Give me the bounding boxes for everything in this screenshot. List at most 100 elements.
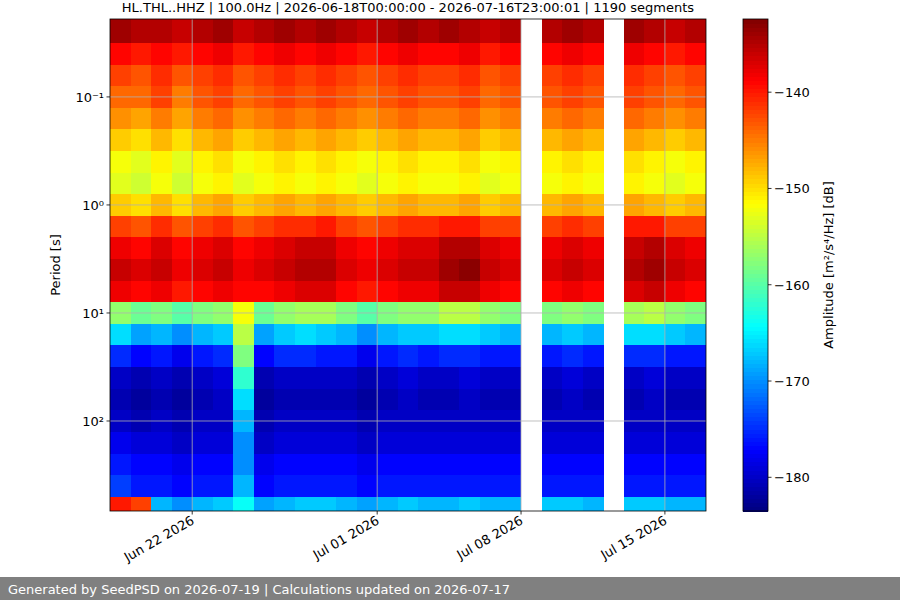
cell: [459, 432, 480, 454]
colorbar-slice: [743, 240, 768, 245]
cell: [151, 497, 172, 511]
cell: [172, 108, 193, 130]
cell: [110, 454, 131, 476]
x-tick: [664, 511, 665, 515]
cell: [172, 259, 193, 281]
cell: [295, 497, 316, 511]
cell: [213, 259, 234, 281]
grid-line-x: [377, 19, 378, 511]
cell: [562, 432, 583, 454]
cell: [192, 281, 213, 303]
colorbar-slice: [743, 89, 768, 94]
cell: [500, 324, 521, 346]
grid-line-x: [664, 19, 665, 511]
cell: [213, 345, 234, 367]
cell: [213, 129, 234, 151]
cell: [336, 367, 357, 389]
cell: [295, 43, 316, 65]
cell: [624, 324, 645, 346]
cell: [583, 432, 604, 454]
cell: [418, 151, 439, 173]
cell: [357, 345, 378, 367]
colorbar-slice: [743, 224, 768, 229]
cell: [542, 454, 563, 476]
colorbar-slice: [743, 117, 768, 122]
cell: [562, 151, 583, 173]
cell: [316, 43, 337, 65]
colorbar-slice: [743, 105, 768, 110]
cell: [295, 281, 316, 303]
cell: [110, 65, 131, 87]
cell: [254, 216, 275, 238]
x-tick-label: Jul 01 2026: [310, 513, 382, 563]
cell: [500, 432, 521, 454]
colorbar-slice: [743, 437, 768, 442]
cell: [644, 389, 665, 411]
cell: [316, 324, 337, 346]
footer-bar: [0, 577, 900, 600]
cell: [418, 259, 439, 281]
colorbar-slice: [743, 142, 768, 147]
cell: [459, 129, 480, 151]
cell: [418, 367, 439, 389]
cell: [172, 281, 193, 303]
cell: [562, 497, 583, 511]
cell: [644, 367, 665, 389]
colorbar-slice: [743, 486, 768, 491]
cell: [336, 19, 357, 43]
grid-line-y: [110, 96, 706, 97]
cell: [131, 389, 152, 411]
title: HL.THL..HHZ | 100.0Hz | 2026-06-18T00:00…: [122, 0, 695, 15]
cell: [131, 281, 152, 303]
cell: [295, 475, 316, 497]
cell: [254, 129, 275, 151]
cell: [542, 432, 563, 454]
cell: [377, 43, 398, 65]
cell: [151, 43, 172, 65]
x-tick-label: Jul 15 2026: [597, 513, 669, 563]
cell: [542, 367, 563, 389]
cell: [151, 216, 172, 238]
cell: [377, 65, 398, 87]
cell: [377, 259, 398, 281]
colorbar-slice: [743, 35, 768, 40]
cell: [172, 475, 193, 497]
cell: [213, 108, 234, 130]
grid-line-y: [110, 312, 706, 313]
colorbar-slice: [743, 212, 768, 217]
cell: [295, 151, 316, 173]
cell: [542, 324, 563, 346]
cell: [439, 497, 460, 511]
cell: [542, 19, 563, 43]
colorbar-slice: [743, 339, 768, 344]
cell: [500, 367, 521, 389]
colorbar-slice: [743, 441, 768, 446]
cell: [480, 475, 501, 497]
cell: [685, 432, 706, 454]
cell: [644, 281, 665, 303]
cell: [542, 65, 563, 87]
cell: [459, 19, 480, 43]
colorbar-slice: [743, 417, 768, 422]
cell: [644, 432, 665, 454]
cell: [398, 108, 419, 130]
colorbar-slice: [743, 44, 768, 49]
cell: [172, 216, 193, 238]
colorbar-slice: [743, 195, 768, 200]
colorbar-slice: [743, 347, 768, 352]
cell: [254, 324, 275, 346]
cell: [398, 65, 419, 87]
cell: [192, 237, 213, 259]
cell: [500, 475, 521, 497]
cell: [295, 108, 316, 130]
cell: [439, 151, 460, 173]
x-tick: [377, 511, 378, 515]
cell: [213, 43, 234, 65]
cell: [542, 237, 563, 259]
cell: [316, 345, 337, 367]
cell: [110, 324, 131, 346]
cell: [274, 475, 295, 497]
cell: [336, 237, 357, 259]
cell: [562, 173, 583, 195]
cell: [192, 151, 213, 173]
